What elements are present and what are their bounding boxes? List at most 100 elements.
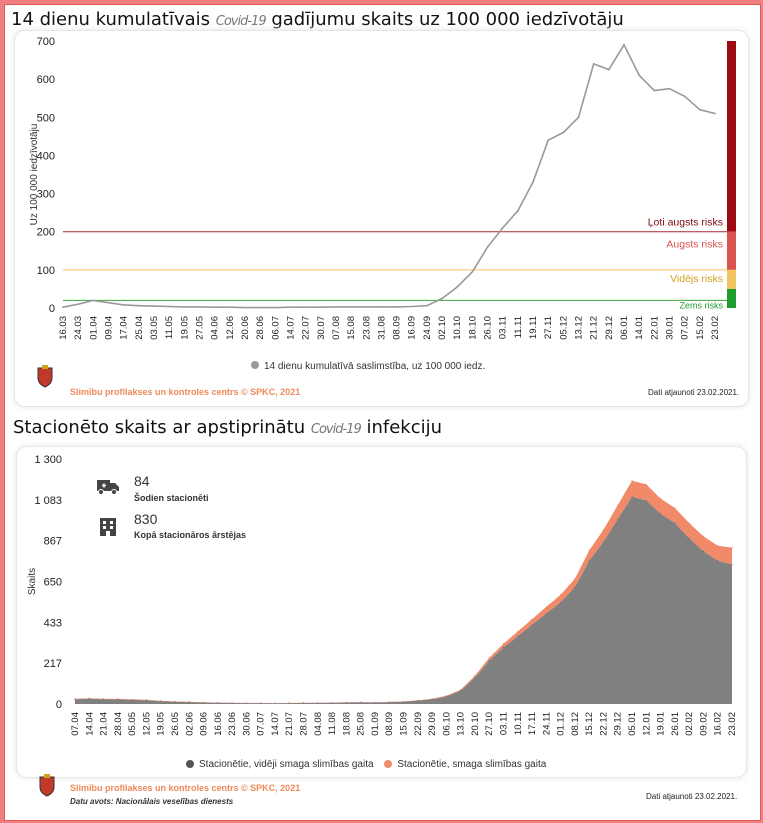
chart1-x-tick-label: 20.06 xyxy=(240,316,251,340)
risk-bar-high xyxy=(727,231,736,270)
chart2-point-severe xyxy=(460,689,462,691)
chart1-data-point xyxy=(501,227,504,229)
chart1-x-tick-label: 28.06 xyxy=(255,316,266,340)
chart2-point-moderate xyxy=(460,690,462,692)
chart2-x-tick-label: 17.11 xyxy=(527,712,538,735)
chart2-point-severe xyxy=(131,698,133,700)
chart2-x-tick-label: 28.04 xyxy=(113,712,124,736)
chart1-x-tick-label: 26.10 xyxy=(483,316,494,340)
chart2-x-tick-label: 20.10 xyxy=(470,712,481,736)
chart2-point-severe xyxy=(645,483,647,486)
chart2-point-moderate xyxy=(560,601,562,603)
chart2-x-tick-label: 02.06 xyxy=(184,712,195,736)
chart1-data-point xyxy=(456,286,459,288)
chart1-x-tick-label: 08.09 xyxy=(392,316,403,340)
chart2-x-tick-label: 06.10 xyxy=(441,712,452,736)
chart2-point-severe xyxy=(674,507,676,509)
chart1-y-tick-label: 300 xyxy=(37,189,55,201)
chart1-title: 14 dienu kumulatīvais Covid-19 gadījumu … xyxy=(11,9,624,30)
chart2-x-tick-label: 23.06 xyxy=(227,712,238,736)
chart1-legend-label: 14 dienu kumulatīvā saslimstība, uz 100 … xyxy=(264,361,485,372)
chart1-y-tick-label: 200 xyxy=(37,227,55,239)
chart1-x-tick-label: 23.02 xyxy=(710,316,721,340)
chart1-y-tick-label: 500 xyxy=(37,112,55,124)
chart1-data-point xyxy=(426,304,428,307)
chart1-data-point xyxy=(395,305,398,308)
chart2-point-severe xyxy=(488,657,490,659)
chart1-x-tick-label: 14.07 xyxy=(285,316,296,340)
chart2-point-moderate xyxy=(617,518,619,520)
chart2-point-severe xyxy=(474,675,476,677)
chart2-point-moderate xyxy=(688,537,690,539)
chart2-x-tick-label: 16.02 xyxy=(713,712,724,736)
chart1-y-tick-label: 100 xyxy=(37,265,55,277)
chart2-point-moderate xyxy=(574,586,576,588)
chart2-point-severe xyxy=(145,699,148,701)
chart1-data-point xyxy=(547,139,550,142)
chart2-point-moderate xyxy=(531,624,533,626)
chart2-point-severe xyxy=(731,546,733,549)
chart2-title: Stacionēto skaits ar apstiprinātu Covid-… xyxy=(13,417,443,438)
chart1-data-point xyxy=(137,304,140,307)
chart2-area-severe xyxy=(75,480,732,704)
chart1-data-point xyxy=(62,306,64,309)
chart2-point-severe xyxy=(288,702,290,704)
chart2-x-tick-label: 09.02 xyxy=(698,712,709,736)
chart1-x-tick-label: 03.05 xyxy=(149,316,160,340)
chart1-x-tick-label: 07.02 xyxy=(680,316,691,340)
chart1-data-point xyxy=(122,304,125,306)
chart2-point-severe xyxy=(188,701,190,703)
chart1-x-tick-label: 15.02 xyxy=(695,316,706,340)
chart1-x-tick-label: 14.01 xyxy=(634,316,645,340)
chart1-x-tick-label: 05.12 xyxy=(558,316,569,340)
chart1-data-point xyxy=(653,89,656,92)
chart2-svg: Skaits 0 217 433 650 867 1 083 1 300 07.04 14.04 2… xyxy=(27,454,738,736)
chart2-point-severe xyxy=(502,643,505,645)
chart2-point-severe xyxy=(88,697,90,699)
chart2-x-tick-label: 16.06 xyxy=(213,712,224,736)
chart1-data-point xyxy=(532,181,534,184)
chart2-x-tick-label: 25.08 xyxy=(356,712,367,736)
chart1-y-tick-label: 0 xyxy=(49,303,55,315)
chart1-data-point xyxy=(244,306,246,309)
chart2-legend: Stacionētie, vidēji smaga slimības gaita… xyxy=(186,759,546,770)
chart1-x-tick-label: 06.01 xyxy=(619,316,630,340)
chart1-data-point xyxy=(607,68,610,71)
chart1-data-point xyxy=(577,116,580,119)
chart1-legend-dot xyxy=(251,361,259,369)
chart2-point-severe xyxy=(331,701,333,704)
chart1-y-tick-label: 600 xyxy=(37,74,55,86)
chart1-data-point xyxy=(516,209,519,212)
chart2-y-tick-label: 433 xyxy=(44,617,62,629)
chart1-data-point xyxy=(380,305,383,308)
chart2-x-tick-label: 12.05 xyxy=(141,712,152,736)
chart1-data-point xyxy=(92,299,95,302)
chart2-point-severe xyxy=(117,698,119,700)
chart2-x-tick-label: 29.09 xyxy=(427,712,438,736)
chart2-point-severe xyxy=(74,698,76,700)
chart1-data-point xyxy=(319,306,322,309)
chart1-data-point xyxy=(259,306,262,309)
chart2-x-tick-label: 10.11 xyxy=(513,712,524,735)
risk-bar-medium xyxy=(727,269,736,289)
chart2-y-tick-label: 1 083 xyxy=(34,495,62,507)
chart2-x-tick-label: 24.11 xyxy=(541,712,552,735)
risk-label-low: Zems risks xyxy=(680,300,724,310)
chart1-x-tick-label: 29.12 xyxy=(604,316,615,340)
chart1-x-tick-label: 27.05 xyxy=(194,316,205,340)
chart2-point-severe xyxy=(445,695,447,697)
chart2-x-tick-label: 01.12 xyxy=(556,712,567,736)
chart2-point-severe xyxy=(602,529,605,531)
chart1-data-point xyxy=(289,306,292,309)
chart2-point-moderate xyxy=(702,550,705,552)
chart2-point-severe xyxy=(659,497,662,500)
chart1-x-tick-label: 03.11 xyxy=(498,316,509,339)
chart1-x-tick-label: 02.10 xyxy=(437,316,448,340)
chart2-point-severe xyxy=(402,700,405,702)
chart1-data-point xyxy=(213,306,216,309)
chart2-point-severe xyxy=(531,618,533,620)
chart2-x-tick-label: 08.09 xyxy=(384,712,395,736)
chart1-x-tick-label: 07.08 xyxy=(331,316,342,340)
chart1-x-tick-label: 23.08 xyxy=(361,316,372,340)
chart2-point-severe xyxy=(231,702,233,704)
